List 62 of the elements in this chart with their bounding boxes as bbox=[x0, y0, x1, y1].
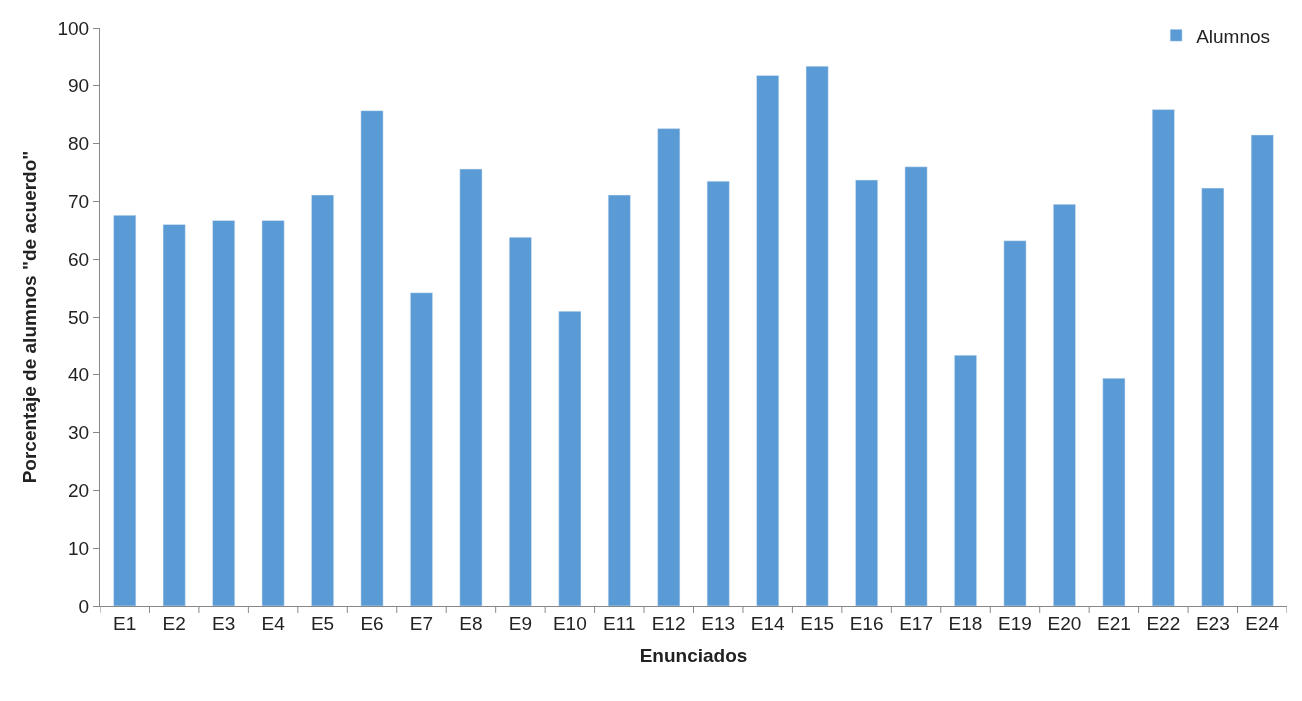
bar bbox=[410, 292, 433, 606]
y-tick-label: 50 bbox=[68, 306, 90, 328]
y-tick-label: 0 bbox=[78, 595, 90, 617]
y-tick-label: 70 bbox=[68, 191, 90, 213]
bar bbox=[904, 166, 928, 606]
y-tick-label: 90 bbox=[68, 75, 90, 97]
x-tick-label: E5 bbox=[310, 612, 335, 634]
x-tick-label: E14 bbox=[750, 612, 786, 634]
bar bbox=[162, 224, 186, 606]
y-tick-label: 100 bbox=[57, 17, 90, 39]
x-tick-label: E1 bbox=[113, 612, 137, 634]
x-tick-label: E11 bbox=[603, 612, 636, 634]
x-tick-label: E21 bbox=[1096, 612, 1131, 634]
x-tick-label: E9 bbox=[508, 612, 533, 634]
x-tick-label: E3 bbox=[212, 612, 236, 634]
bar bbox=[1102, 378, 1126, 606]
y-tick-label: 80 bbox=[68, 133, 90, 155]
x-tick-label: E16 bbox=[849, 612, 884, 634]
x-tick-label: E15 bbox=[800, 612, 835, 634]
bar bbox=[212, 220, 236, 606]
bar bbox=[1151, 109, 1175, 606]
bar bbox=[311, 194, 334, 606]
x-tick-label: E17 bbox=[899, 612, 933, 634]
y-tick-label: 60 bbox=[68, 248, 90, 270]
x-tick-label: E10 bbox=[552, 612, 587, 634]
bar bbox=[360, 110, 384, 606]
bar bbox=[1003, 240, 1027, 606]
x-tick-label: E13 bbox=[701, 612, 736, 634]
x-tick-label: E22 bbox=[1146, 612, 1181, 634]
x-tick-label: E2 bbox=[162, 612, 186, 634]
y-tick-label: 40 bbox=[68, 364, 90, 386]
y-axis-title: Porcentaje de alumnos "de acuerdo" bbox=[19, 150, 41, 484]
bar bbox=[706, 180, 730, 606]
x-tick-label: E8 bbox=[459, 612, 483, 634]
x-tick-label: E23 bbox=[1195, 612, 1230, 634]
x-tick-label: E24 bbox=[1245, 612, 1280, 634]
bar bbox=[954, 354, 977, 606]
x-axis-title: Enunciados bbox=[639, 644, 748, 666]
bar bbox=[1201, 187, 1225, 606]
x-tick-label: E4 bbox=[261, 612, 286, 634]
bar bbox=[1053, 204, 1076, 606]
bar bbox=[558, 310, 582, 606]
y-tick-label: 30 bbox=[68, 422, 90, 444]
x-tick-label: E20 bbox=[1047, 612, 1082, 634]
x-tick-label: E7 bbox=[409, 612, 434, 634]
bar bbox=[855, 179, 878, 606]
bar bbox=[805, 65, 829, 606]
x-tick-label: E12 bbox=[651, 612, 686, 634]
bar bbox=[756, 75, 780, 606]
y-tick-label: 20 bbox=[68, 480, 90, 502]
x-tick-label: E18 bbox=[948, 612, 983, 634]
legend-label: Alumnos bbox=[1196, 25, 1271, 47]
bar bbox=[1250, 134, 1274, 606]
bar bbox=[261, 220, 285, 606]
bar bbox=[113, 215, 137, 606]
y-tick-label: 10 bbox=[68, 537, 90, 559]
x-tick-label: E6 bbox=[360, 612, 384, 634]
bar bbox=[459, 168, 483, 606]
bar bbox=[657, 128, 681, 606]
x-tick-label: E19 bbox=[998, 612, 1032, 634]
bar bbox=[509, 236, 532, 606]
bar bbox=[607, 194, 631, 606]
